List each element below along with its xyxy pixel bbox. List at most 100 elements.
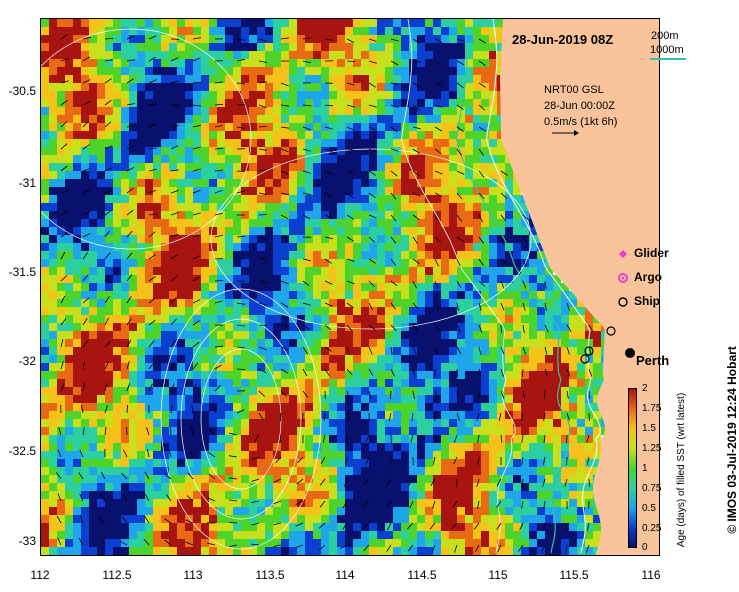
sst-cell bbox=[329, 139, 337, 147]
sst-cell bbox=[129, 59, 137, 67]
current-arrow bbox=[258, 214, 268, 216]
sst-cell bbox=[185, 523, 193, 531]
sst-cell bbox=[177, 435, 185, 443]
sst-cell bbox=[233, 323, 241, 331]
sst-cell bbox=[393, 131, 401, 139]
current-arrow bbox=[324, 38, 333, 41]
sst-cell bbox=[73, 187, 81, 195]
sst-cell bbox=[161, 451, 169, 459]
sst-cell bbox=[401, 283, 409, 291]
sst-cell bbox=[121, 243, 129, 251]
sst-cell bbox=[81, 99, 89, 107]
sst-cell bbox=[409, 259, 417, 267]
sst-cell bbox=[449, 331, 457, 339]
sst-cell bbox=[49, 171, 57, 179]
sst-cell bbox=[153, 235, 161, 243]
sst-cell bbox=[585, 363, 593, 371]
sst-cell bbox=[137, 187, 145, 195]
map-panel[interactable] bbox=[40, 18, 660, 556]
sst-cell bbox=[449, 291, 457, 299]
sst-cell bbox=[105, 491, 113, 499]
sst-cell bbox=[377, 499, 385, 507]
sst-cell bbox=[137, 507, 145, 515]
sst-cell bbox=[401, 259, 409, 267]
sst-cell bbox=[305, 339, 313, 347]
sst-cell bbox=[361, 51, 369, 59]
sst-cell bbox=[89, 331, 97, 339]
sst-cell bbox=[281, 107, 289, 115]
sst-cell bbox=[81, 115, 89, 123]
sst-cell bbox=[129, 107, 137, 115]
sst-cell bbox=[441, 115, 449, 123]
sst-cell bbox=[145, 243, 153, 251]
sst-cell bbox=[121, 467, 129, 475]
sst-cell bbox=[209, 339, 217, 347]
sst-cell bbox=[97, 35, 105, 43]
sst-cell bbox=[137, 371, 145, 379]
sst-cell bbox=[313, 475, 321, 483]
sst-cell bbox=[345, 35, 353, 43]
sst-cell bbox=[281, 187, 289, 195]
sst-cell bbox=[497, 531, 505, 539]
sst-cell bbox=[449, 507, 457, 515]
sst-cell bbox=[489, 547, 497, 555]
current-arrow bbox=[104, 252, 111, 260]
sst-cell bbox=[337, 59, 345, 67]
sst-cell bbox=[113, 59, 121, 67]
sst-cell bbox=[561, 299, 569, 307]
sst-cell bbox=[185, 555, 193, 556]
sst-cell bbox=[545, 315, 553, 323]
current-arrow bbox=[588, 324, 594, 333]
sst-cell bbox=[393, 475, 401, 483]
sst-cell bbox=[81, 19, 89, 27]
sst-cell bbox=[569, 371, 577, 379]
sst-cell bbox=[41, 363, 49, 371]
sst-cell bbox=[169, 267, 177, 275]
sst-cell bbox=[441, 411, 449, 419]
sst-cell bbox=[153, 203, 161, 211]
sst-cell bbox=[201, 243, 209, 251]
sst-cell bbox=[449, 459, 457, 467]
sst-cell bbox=[89, 339, 97, 347]
sst-cell bbox=[369, 51, 377, 59]
sst-cell bbox=[257, 227, 265, 235]
sst-cell bbox=[73, 251, 81, 259]
sst-cell bbox=[425, 99, 433, 107]
sst-cell bbox=[369, 91, 377, 99]
sst-cell bbox=[465, 339, 473, 347]
sst-cell bbox=[593, 403, 601, 411]
sst-cell bbox=[425, 187, 433, 195]
sst-cell bbox=[329, 275, 337, 283]
sst-cell bbox=[313, 227, 321, 235]
sst-cell bbox=[361, 59, 369, 67]
current-arrow bbox=[166, 494, 172, 502]
sst-cell bbox=[209, 283, 217, 291]
current-arrow bbox=[148, 213, 157, 216]
sst-cell bbox=[337, 131, 345, 139]
sst-cell bbox=[513, 427, 521, 435]
sst-cell bbox=[569, 475, 577, 483]
sst-cell bbox=[49, 203, 57, 211]
sst-cell bbox=[193, 523, 201, 531]
sst-cell bbox=[425, 299, 433, 307]
sst-cell bbox=[529, 275, 537, 283]
sst-cell bbox=[417, 219, 425, 227]
current-arrow bbox=[104, 405, 108, 414]
sst-cell bbox=[529, 547, 537, 555]
sst-cell bbox=[289, 347, 297, 355]
sst-cell bbox=[137, 19, 145, 27]
sst-cell bbox=[497, 347, 505, 355]
sst-cell bbox=[105, 403, 113, 411]
sst-cell bbox=[457, 139, 465, 147]
sst-cell bbox=[449, 203, 457, 211]
sst-cell bbox=[265, 363, 273, 371]
sst-cell bbox=[201, 275, 209, 283]
sst-cell bbox=[65, 131, 73, 139]
sst-cell bbox=[41, 307, 49, 315]
sst-cell bbox=[225, 107, 233, 115]
sst-cell bbox=[345, 435, 353, 443]
sst-cell bbox=[121, 147, 129, 155]
sst-cell bbox=[289, 35, 297, 43]
sst-cell bbox=[585, 459, 593, 467]
sst-cell bbox=[273, 99, 281, 107]
